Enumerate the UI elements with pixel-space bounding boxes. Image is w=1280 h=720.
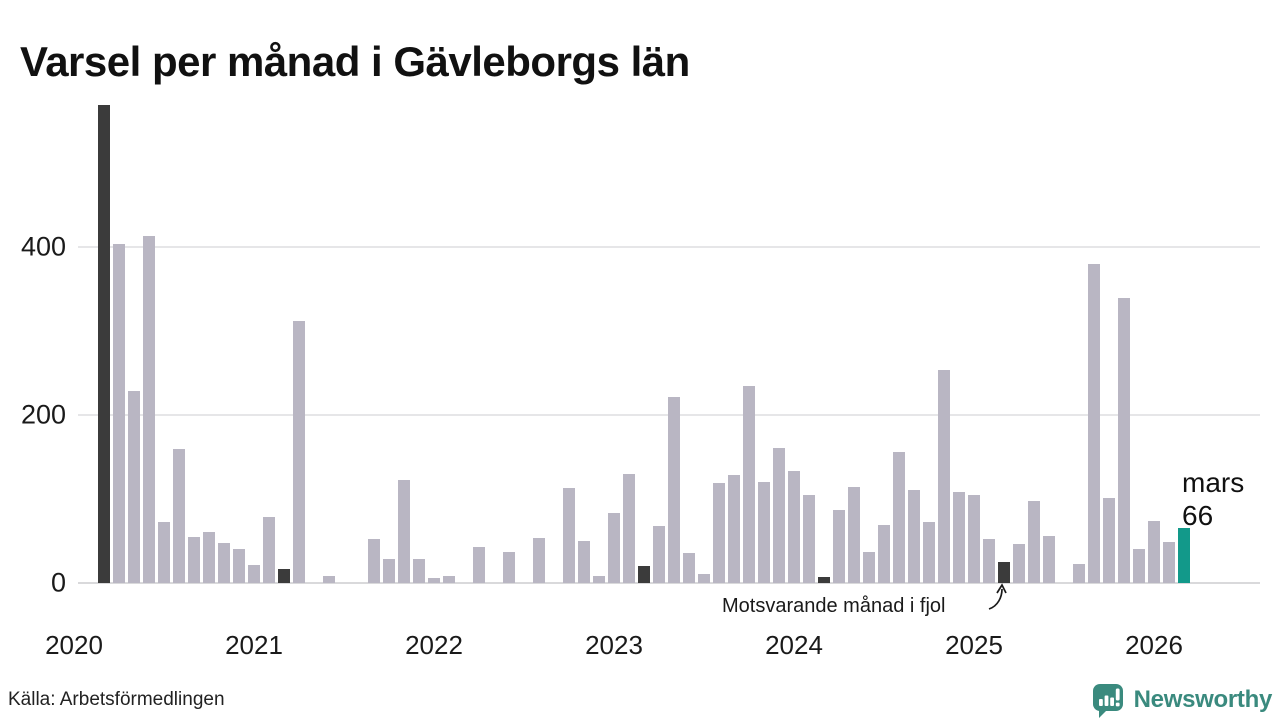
bar-month-39	[683, 553, 695, 583]
x-tick-label-2023: 2023	[585, 630, 643, 660]
bar-month-46	[788, 471, 800, 583]
bar-month-21	[413, 559, 425, 583]
bar-month-47	[803, 495, 815, 583]
bar-month-37	[653, 526, 665, 583]
bar-month-62	[1028, 501, 1040, 583]
bar-month-69	[1133, 549, 1145, 583]
bar-month-67	[1103, 498, 1115, 583]
bar-month-13	[293, 321, 305, 583]
y-tick-label-200: 200	[20, 399, 66, 430]
bar-month-8	[218, 543, 230, 583]
source-note: Källa: Arbetsförmedlingen	[8, 689, 225, 710]
last-year-annotation: Motsvarande månad i fjol	[722, 595, 946, 617]
bar-month-1	[113, 244, 125, 583]
current-month-name: mars	[1182, 467, 1245, 498]
brand-logo: Newsworthy	[1090, 681, 1272, 719]
bar-month-63	[1043, 536, 1055, 583]
bar-last-year-60	[998, 562, 1010, 583]
bar-month-51	[863, 552, 875, 583]
bar-month-42	[728, 475, 740, 583]
y-tick-label-400: 400	[20, 231, 66, 262]
bar-month-53	[893, 452, 905, 583]
bar-month-35	[623, 474, 635, 583]
bar-last-year-0	[98, 105, 110, 583]
bar-month-27	[503, 552, 515, 583]
gridline-0	[78, 582, 1260, 584]
bar-month-52	[878, 525, 890, 583]
bar-month-9	[233, 549, 245, 583]
bar-month-50	[848, 487, 860, 583]
bar-month-45	[773, 448, 785, 583]
x-tick-label-2025: 2025	[945, 630, 1003, 660]
annotation-arrow-icon	[988, 583, 1007, 610]
bar-month-23	[443, 576, 455, 583]
bar-month-20	[398, 480, 410, 583]
bar-month-56	[938, 370, 950, 583]
x-tick-label-2024: 2024	[765, 630, 823, 660]
bar-last-year-48	[818, 577, 830, 583]
bar-month-3	[143, 236, 155, 583]
bar-month-5	[173, 449, 185, 583]
x-tick-label-2026: 2026	[1125, 630, 1183, 660]
bar-month-38	[668, 397, 680, 583]
bar-month-49	[833, 510, 845, 583]
bar-month-70	[1148, 521, 1160, 583]
brand-name: Newsworthy	[1133, 686, 1273, 713]
bar-last-year-12	[278, 569, 290, 583]
bar-month-59	[983, 539, 995, 583]
bar-month-68	[1118, 298, 1130, 583]
bar-month-19	[383, 559, 395, 583]
bar-month-7	[203, 532, 215, 583]
gridline-400	[78, 246, 1260, 248]
bar-month-55	[923, 522, 935, 583]
x-tick-label-2021: 2021	[225, 630, 283, 660]
bar-month-31	[563, 488, 575, 583]
bar-month-6	[188, 537, 200, 583]
x-tick-label-2022: 2022	[405, 630, 463, 660]
newsworthy-bubble-icon	[1092, 683, 1123, 718]
bar-month-25	[473, 547, 485, 583]
bar-month-2	[128, 391, 140, 583]
x-tick-label-2020: 2020	[45, 630, 103, 660]
bar-month-40	[698, 574, 710, 583]
bar-month-29	[533, 538, 545, 583]
bar-current-month	[1178, 528, 1190, 583]
bar-month-44	[758, 482, 770, 583]
bar-month-11	[263, 517, 275, 583]
bar-month-22	[428, 578, 440, 583]
bar-month-18	[368, 539, 380, 583]
bar-month-15	[323, 576, 335, 583]
current-month-label: mars 66	[1182, 466, 1244, 532]
bar-month-57	[953, 492, 965, 583]
bar-month-10	[248, 565, 260, 583]
bar-month-58	[968, 495, 980, 583]
bar-month-41	[713, 483, 725, 583]
bar-last-year-36	[638, 566, 650, 583]
bar-month-43	[743, 386, 755, 583]
current-month-value: 66	[1182, 500, 1214, 531]
y-tick-label-0: 0	[50, 567, 66, 598]
bar-month-66	[1088, 264, 1100, 583]
bar-month-32	[578, 541, 590, 583]
bar-month-34	[608, 513, 620, 583]
bar-month-54	[908, 490, 920, 583]
bar-month-33	[593, 576, 605, 583]
bar-month-61	[1013, 544, 1025, 583]
bar-month-65	[1073, 564, 1085, 583]
bar-month-4	[158, 522, 170, 583]
bar-month-71	[1163, 542, 1175, 583]
chart-title: Varsel per månad i Gävleborgs län	[20, 38, 690, 86]
